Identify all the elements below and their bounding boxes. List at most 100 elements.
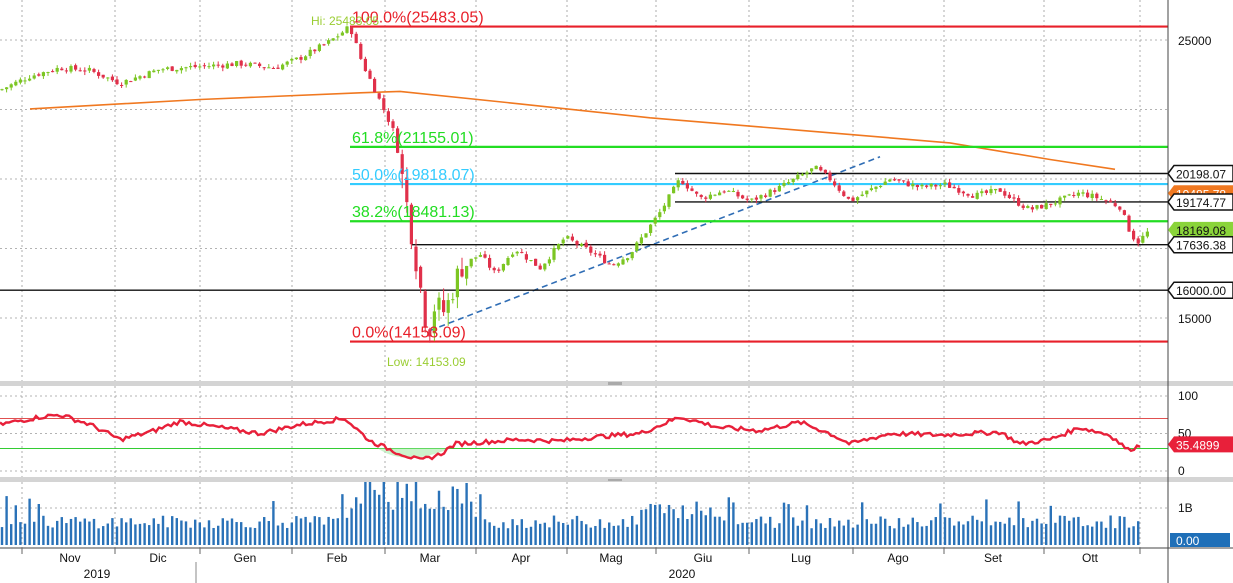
price-candle	[846, 196, 850, 200]
price-candle	[1053, 200, 1057, 207]
volume-bar	[304, 516, 307, 545]
volume-bar	[1045, 523, 1048, 545]
price-candle	[699, 194, 703, 200]
price-candle	[267, 64, 271, 69]
price-candle	[630, 251, 634, 261]
volume-bar	[962, 524, 965, 545]
price-candle	[9, 83, 13, 91]
price-candle	[1058, 195, 1062, 208]
volume-bar	[474, 516, 477, 545]
volume-bar	[732, 502, 735, 545]
volume-bar	[502, 522, 505, 545]
price-candle	[166, 66, 170, 71]
price-candle	[713, 194, 717, 197]
price-candle	[1035, 204, 1039, 211]
price-candle	[1012, 194, 1016, 203]
svg-text:35.4899: 35.4899	[1176, 438, 1220, 452]
volume-bar	[1081, 526, 1085, 545]
price-candle	[823, 169, 827, 175]
volume-bar	[152, 518, 155, 545]
volume-bar	[994, 521, 997, 545]
price-candle	[787, 179, 791, 185]
price-candle	[741, 194, 745, 200]
price-candle	[120, 82, 124, 89]
price-candle	[897, 178, 901, 183]
volume-bar	[700, 510, 703, 545]
svg-text:18169.08: 18169.08	[1176, 224, 1226, 238]
price-candle	[32, 73, 36, 80]
price-candle	[87, 65, 91, 73]
price-candle	[814, 165, 818, 170]
price-candle	[253, 62, 257, 64]
price-candle	[497, 267, 501, 273]
price-candle	[368, 68, 372, 80]
price-candle	[175, 69, 179, 74]
price-candle	[1044, 199, 1048, 210]
volume-bar	[345, 517, 349, 545]
price-candle	[561, 237, 565, 247]
price-candle	[708, 191, 712, 201]
volume-bar	[543, 522, 546, 545]
volume-bar	[1091, 526, 1094, 545]
volume-bar	[0, 527, 4, 545]
price-candle	[902, 180, 906, 183]
volume-bar	[1072, 517, 1075, 545]
price-candle	[952, 184, 956, 189]
price-candle	[23, 76, 27, 85]
volume-bar	[626, 526, 629, 545]
price-panel	[0, 0, 1168, 382]
price-candle	[97, 69, 101, 79]
volume-bar	[166, 527, 169, 545]
price-candle	[202, 62, 206, 69]
price-candle	[966, 193, 970, 198]
volume-bar	[1127, 527, 1131, 545]
price-candle	[285, 60, 289, 67]
volume-bar	[746, 522, 749, 545]
price-candle	[1099, 195, 1103, 201]
volume-bar	[396, 482, 399, 545]
year-tick: 2019	[84, 567, 111, 581]
price-candle	[230, 62, 234, 67]
price-candle	[511, 252, 515, 258]
volume-bar	[327, 516, 330, 545]
volume-bar	[953, 525, 956, 545]
volume-bar	[460, 503, 464, 545]
volume-bar	[727, 497, 730, 545]
price-candle	[957, 185, 961, 196]
volume-bar	[575, 515, 579, 545]
volume-bar	[359, 503, 362, 545]
volume-bar	[805, 505, 809, 545]
price-candle	[534, 258, 538, 266]
volume-bar	[456, 488, 459, 545]
volume-bar	[212, 527, 215, 545]
volume-bar	[966, 521, 970, 545]
price-candle	[92, 67, 96, 74]
price-candle	[856, 196, 860, 205]
volume-bar	[893, 528, 896, 545]
volume-bar	[1008, 517, 1011, 545]
price-candle	[828, 170, 832, 183]
volume-bar	[773, 527, 776, 545]
price-candle	[322, 43, 326, 46]
price-candle	[152, 69, 156, 73]
volume-bar	[368, 482, 372, 545]
volume-bar	[143, 523, 146, 545]
price-candle	[354, 31, 358, 44]
volume-bar	[42, 515, 45, 545]
price-candle	[635, 241, 639, 253]
month-tick: Lug	[791, 551, 811, 565]
volume-bar	[907, 524, 910, 545]
price-candle	[340, 30, 344, 36]
price-candle	[644, 233, 648, 238]
volume-bar	[281, 522, 284, 545]
volume-bar	[1100, 521, 1103, 545]
volume-value-tag: 0.00	[1170, 533, 1230, 548]
volume-bar	[810, 528, 813, 545]
price-candle	[662, 202, 666, 214]
price-candle	[888, 178, 892, 183]
price-candle	[639, 234, 643, 246]
volume-bar	[943, 517, 947, 545]
price-candle	[161, 68, 165, 73]
trend-line	[429, 156, 881, 332]
